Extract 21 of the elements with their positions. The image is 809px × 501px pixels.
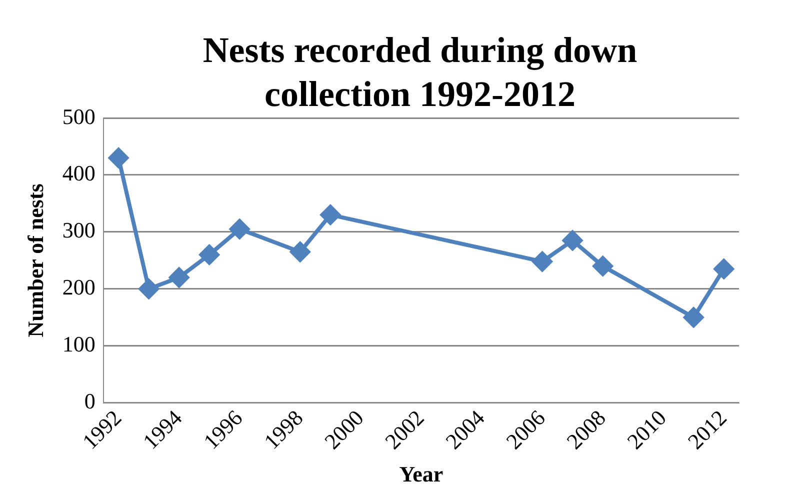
- point: [169, 268, 190, 288]
- y-tick-label: 100: [62, 332, 96, 357]
- y-tick-label: 400: [62, 160, 96, 186]
- point: [108, 148, 129, 168]
- y-tick-label: 300: [62, 218, 96, 243]
- y-tick-label: 500: [62, 104, 96, 129]
- point: [320, 204, 340, 225]
- y-tick-label: 200: [62, 274, 96, 300]
- point: [230, 219, 250, 240]
- chart-title: Nests recorded during down collection 1992-2012: [202, 29, 638, 116]
- point: [684, 307, 704, 328]
- point: [138, 278, 159, 299]
- point: [532, 252, 552, 272]
- x-axis-title: Year: [399, 461, 444, 486]
- point: [714, 258, 734, 279]
- y-axis-title: Number of nests: [22, 183, 48, 338]
- point: [592, 256, 613, 276]
- point: [562, 230, 583, 250]
- y-tick-label: 0: [84, 388, 96, 414]
- point: [290, 242, 310, 262]
- point: [199, 244, 220, 265]
